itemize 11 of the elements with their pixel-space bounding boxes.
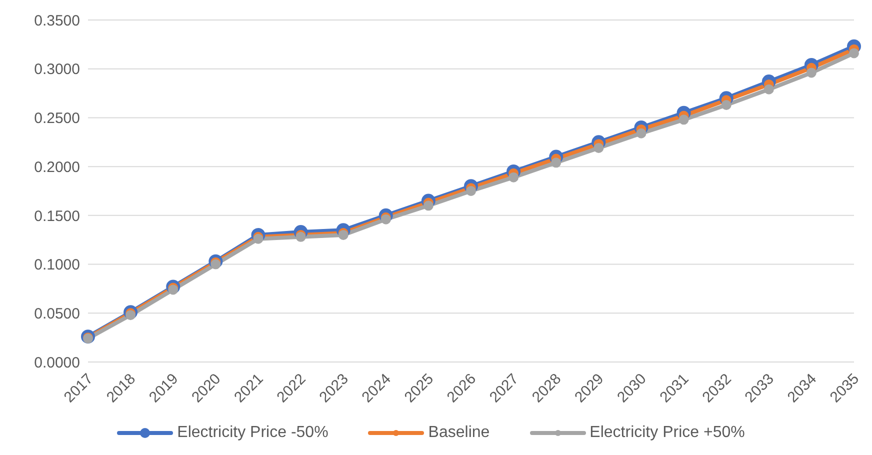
legend-label: Electricity Price +50% <box>588 424 745 442</box>
y-tick-label: 0.0500 <box>34 305 80 322</box>
y-tick-label: 0.3000 <box>34 61 80 78</box>
y-tick-label: 0.2500 <box>34 110 80 128</box>
y-tick-label: 0.1000 <box>34 256 80 274</box>
y-tick-label: 0.0000 <box>34 354 80 372</box>
legend-label: Electricity Price -50% <box>176 424 328 442</box>
y-tick-label: 0.2000 <box>34 158 80 176</box>
y-tick-label: 0.1500 <box>34 208 80 225</box>
y-tick-label: 0.3500 <box>34 12 80 30</box>
legend-label: Baseline <box>427 424 490 442</box>
